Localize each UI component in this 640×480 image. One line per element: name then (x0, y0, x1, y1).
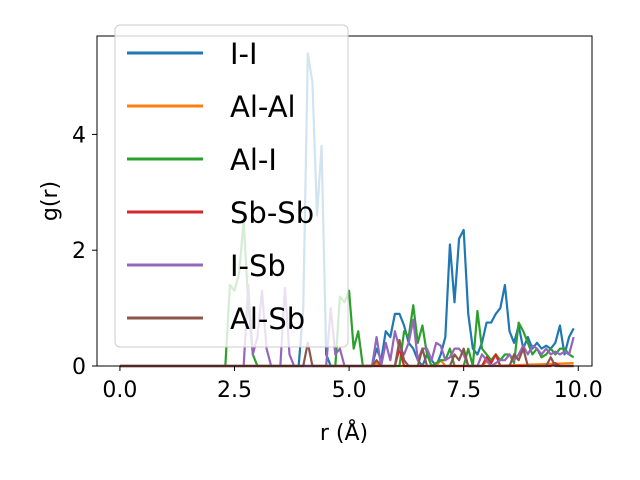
legend-label: Sb-Sb (230, 196, 314, 230)
legend-label: I-I (230, 37, 258, 71)
legend: I-I Al-Al Al-I Sb-Sb I-Sb Al-Sb (114, 24, 349, 348)
y-axis-label: g(r) (38, 181, 63, 221)
x-tick-label: 5.0 (332, 378, 367, 403)
legend-label: Al-Al (230, 90, 296, 124)
legend-label: Al-Sb (230, 302, 305, 336)
x-tick-label: 7.5 (446, 378, 481, 403)
legend-label: Al-I (230, 143, 277, 177)
x-tick-label: 10.0 (554, 378, 603, 403)
x-tick-label: 2.5 (217, 378, 252, 403)
y-axis: 0 2 4 (72, 123, 97, 380)
legend-label: I-Sb (230, 249, 286, 283)
x-tick-label: 0.0 (102, 378, 137, 403)
x-axis-label: r (Å) (320, 419, 368, 446)
y-tick-label: 0 (72, 355, 86, 380)
x-axis: 0.0 2.5 5.0 7.5 10.0 (102, 366, 603, 403)
y-tick-label: 2 (72, 239, 86, 264)
y-tick-label: 4 (72, 123, 86, 148)
legend-box (114, 24, 349, 348)
